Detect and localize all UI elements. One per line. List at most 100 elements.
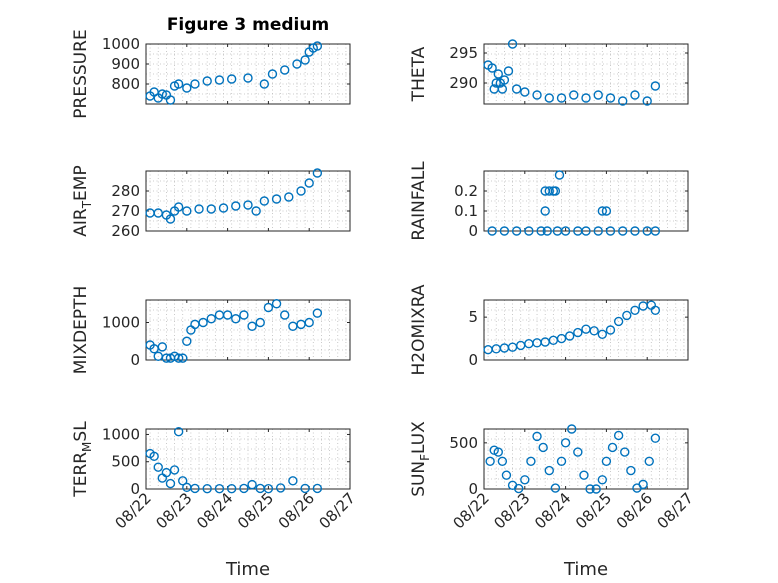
data-point	[597, 475, 608, 485]
data-point	[493, 447, 503, 457]
data-point	[513, 483, 524, 494]
data-point	[618, 226, 628, 236]
y-tick-label: 0.1	[454, 202, 478, 220]
data-point	[173, 427, 184, 437]
data-point	[520, 475, 530, 485]
data-point	[182, 206, 192, 216]
data-point	[206, 314, 216, 324]
y-tick-label: 5	[468, 308, 478, 326]
chart-title: Figure 3 medium	[167, 15, 329, 35]
data-point	[487, 226, 497, 236]
y-tick-label: 270	[111, 202, 140, 220]
subplot-4: 0 0.1 0.2 RAINFALL	[409, 161, 689, 241]
data-point	[178, 476, 188, 486]
data-point	[605, 93, 616, 103]
y-tick-label: 0	[468, 351, 478, 369]
data-point	[613, 316, 624, 327]
data-point	[206, 204, 216, 214]
data-point	[149, 451, 159, 461]
data-point	[597, 329, 608, 339]
data-point	[304, 317, 314, 328]
y-axis-label: MIXDEPTH	[71, 286, 91, 375]
data-point	[567, 424, 577, 434]
x-tick-label: 08/26	[275, 489, 318, 532]
data-point	[560, 438, 571, 448]
data-point	[190, 483, 200, 494]
data-point	[288, 321, 298, 331]
y-tick-label: 800	[111, 75, 140, 93]
x-tick-label: 08/24	[531, 489, 574, 532]
y-tick-label: 290	[449, 74, 478, 92]
data-point	[499, 226, 510, 236]
data-point	[607, 442, 618, 453]
data-point	[280, 310, 290, 320]
y-tick-label: 500	[449, 434, 478, 452]
data-point	[202, 76, 212, 86]
data-point	[626, 465, 636, 476]
data-point	[226, 484, 237, 494]
data-point	[581, 226, 591, 236]
y-tick-label: 1000	[102, 425, 140, 443]
data-point	[259, 196, 270, 206]
data-point	[550, 186, 561, 196]
data-point	[263, 302, 274, 313]
data-point	[579, 470, 589, 480]
data-point	[263, 484, 274, 494]
data-point	[157, 89, 168, 99]
y-axis-label: RAINFALL	[409, 161, 429, 241]
data-point	[178, 353, 188, 363]
data-point	[312, 41, 323, 51]
data-point	[573, 447, 583, 457]
data-point	[173, 79, 184, 89]
axes-box	[145, 299, 351, 361]
data-point	[247, 321, 257, 331]
subplot-3: 260 270 280 AIRTEMP	[71, 165, 351, 240]
data-point	[526, 456, 536, 467]
data-point	[255, 317, 265, 328]
data-point	[524, 339, 534, 349]
data-point	[157, 342, 168, 352]
data-point	[630, 226, 640, 236]
x-axis-label: Time	[563, 559, 608, 580]
data-point	[284, 192, 294, 202]
y-axis-label: PRESSURE	[71, 29, 91, 118]
data-point	[556, 333, 567, 344]
data-point	[153, 462, 163, 472]
subplot-5: 0 1000 MIXDEPTH	[71, 286, 351, 375]
data-point	[271, 299, 282, 309]
data-point	[214, 310, 225, 320]
data-point	[532, 90, 542, 100]
data-point	[296, 319, 306, 330]
data-point	[511, 84, 522, 94]
x-tick-label: 08/23	[152, 489, 195, 532]
data-point	[538, 442, 548, 453]
data-point	[520, 87, 530, 97]
data-point	[202, 484, 212, 494]
data-point	[243, 73, 253, 83]
x-tick-label: 08/25	[572, 489, 615, 532]
data-point	[218, 203, 229, 213]
data-point	[503, 66, 514, 76]
data-point	[243, 200, 253, 210]
data-point	[182, 83, 192, 93]
x-tick-label: 08/26	[613, 489, 656, 532]
data-point	[194, 204, 204, 214]
y-tick-label: 0	[130, 480, 140, 498]
y-tick-label: 260	[111, 222, 140, 240]
data-point	[560, 226, 571, 236]
data-point	[564, 331, 575, 341]
axes-box	[145, 43, 351, 105]
data-point	[312, 168, 323, 178]
data-point	[497, 456, 508, 467]
data-point	[485, 456, 495, 467]
y-axis-label: SUNFLUX	[409, 421, 432, 497]
data-point	[650, 81, 661, 91]
data-point	[312, 308, 323, 318]
data-point	[644, 456, 654, 467]
data-point	[198, 317, 208, 328]
data-point	[487, 63, 497, 73]
axes-box	[483, 170, 689, 232]
data-point	[605, 226, 616, 236]
data-point	[581, 93, 591, 103]
data-point	[554, 170, 565, 180]
